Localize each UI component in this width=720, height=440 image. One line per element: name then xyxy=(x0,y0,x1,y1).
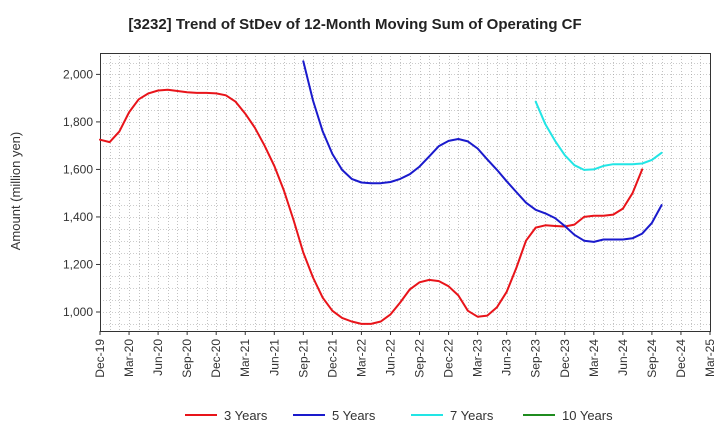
legend: 3 Years 5 Years 7 Years 10 Years xyxy=(185,408,613,423)
legend-label-7-years: 7 Years xyxy=(450,408,494,423)
series-lines xyxy=(99,60,663,325)
y-tick-label: 2,000 xyxy=(63,67,93,81)
x-tick-label: Dec-20 xyxy=(209,339,223,378)
x-tick-label: Dec-23 xyxy=(558,339,572,378)
y-tick-label: 1,800 xyxy=(63,115,93,129)
legend-label-3-years: 3 Years xyxy=(224,408,268,423)
x-tick-label: Dec-24 xyxy=(674,339,688,378)
plot-background xyxy=(100,53,710,331)
x-tick-label: Mar-23 xyxy=(471,339,485,377)
series-line-5-years xyxy=(302,60,663,243)
y-tick-label: 1,600 xyxy=(63,162,93,176)
series-line-3-years xyxy=(99,88,644,325)
y-tick-label: 1,200 xyxy=(63,257,93,271)
plot-border xyxy=(100,53,711,332)
x-tick-label: Mar-24 xyxy=(587,339,601,377)
x-tick-label: Mar-21 xyxy=(238,339,252,377)
y-axis-ticks: 1,000 1,200 1,400 1,600 1,800 2,000 xyxy=(63,67,100,319)
x-tick-label: Jun-20 xyxy=(151,339,165,376)
x-tick-label: Jun-24 xyxy=(616,339,630,376)
y-tick-label: 1,400 xyxy=(63,210,93,224)
series-line-7-years xyxy=(534,100,663,171)
x-tick-label: Dec-21 xyxy=(325,339,339,378)
x-tick-label: Jun-22 xyxy=(383,339,397,376)
x-axis-ticks: Dec-19 Mar-20 Jun-20 Sep-20 Dec-20 Mar-21 Jun-… xyxy=(93,331,717,378)
grid-lines xyxy=(100,53,710,331)
legend-label-10-years: 10 Years xyxy=(562,408,613,423)
y-axis-label: Amount (million yen) xyxy=(8,132,23,251)
legend-label-5-years: 5 Years xyxy=(332,408,376,423)
x-tick-label: Sep-21 xyxy=(296,339,310,378)
x-tick-label: Sep-20 xyxy=(180,339,194,378)
x-tick-label: Sep-23 xyxy=(529,339,543,378)
plot-area xyxy=(99,53,711,332)
x-tick-label: Mar-25 xyxy=(703,339,717,377)
chart-title: [3232] Trend of StDev of 12-Month Moving… xyxy=(128,16,581,33)
x-tick-label: Dec-22 xyxy=(442,339,456,378)
x-tick-label: Sep-24 xyxy=(645,339,659,378)
x-tick-label: Jun-23 xyxy=(500,339,514,376)
y-tick-label: 1,000 xyxy=(63,305,93,319)
x-tick-label: Sep-22 xyxy=(413,339,427,378)
x-tick-label: Dec-19 xyxy=(93,339,107,378)
x-tick-label: Mar-20 xyxy=(122,339,136,377)
x-tick-label: Jun-21 xyxy=(267,339,281,376)
x-tick-label: Mar-22 xyxy=(354,339,368,377)
